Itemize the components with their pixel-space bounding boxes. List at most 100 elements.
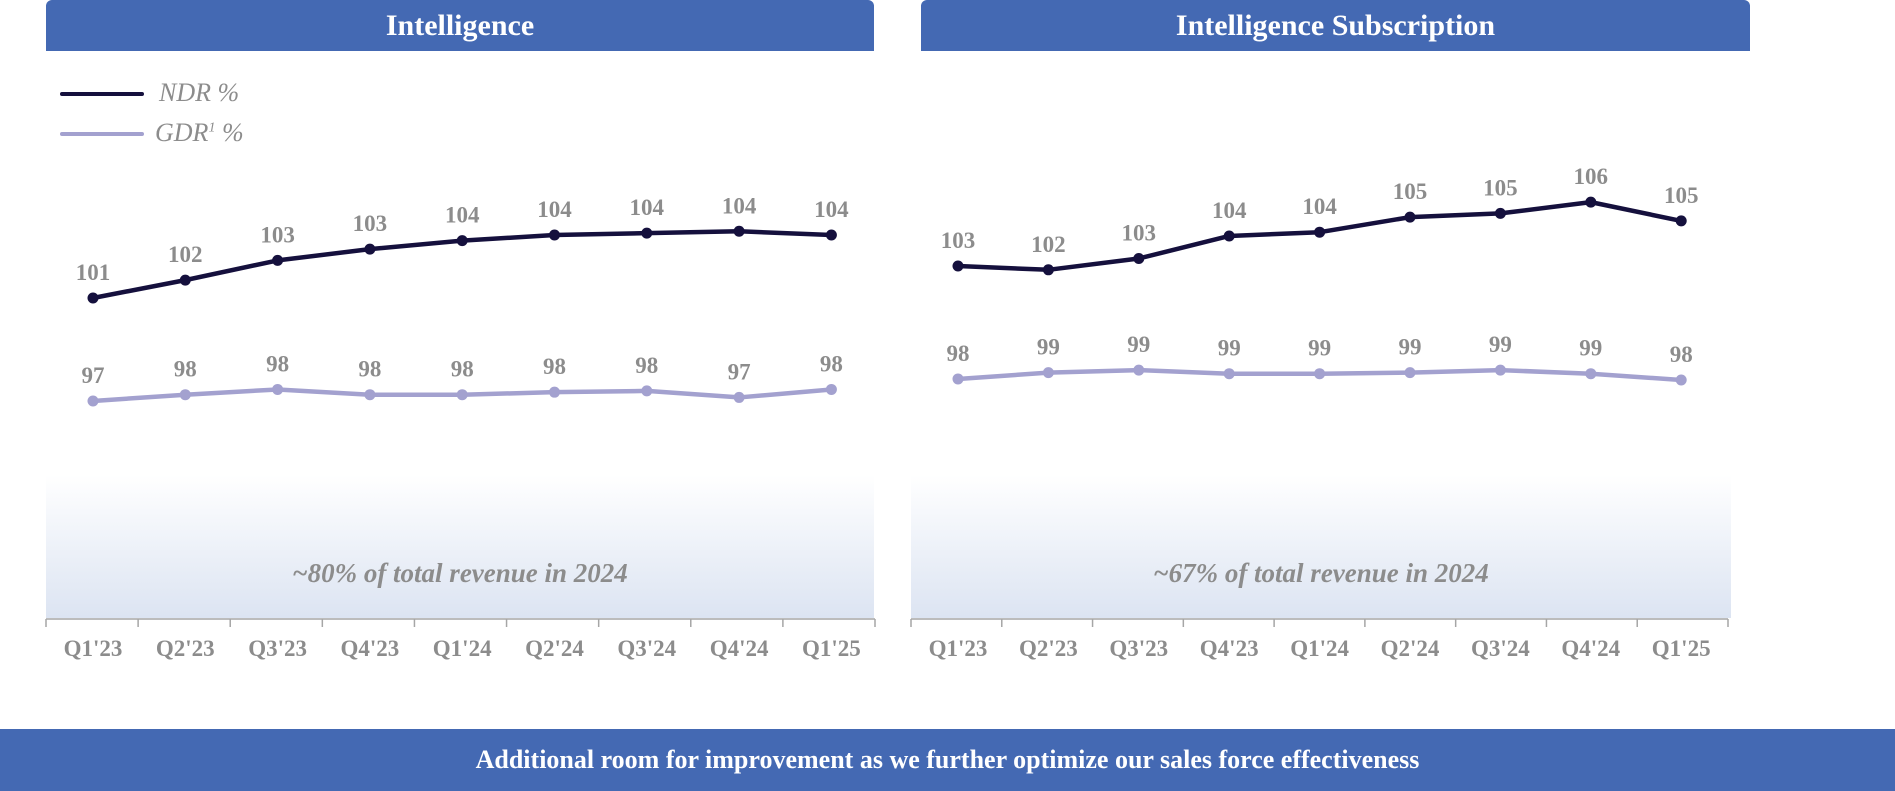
subscription-ndr-point xyxy=(1133,253,1145,265)
intelligence-gdr-data-label: 98 xyxy=(358,357,381,382)
intelligence-gdr-point xyxy=(364,389,376,401)
legend-gdr-text: GDR xyxy=(155,118,209,147)
subscription-ndr-point xyxy=(1585,196,1597,208)
subscription-gdr-point xyxy=(1042,367,1054,379)
intelligence-gdr-point xyxy=(456,389,468,401)
intelligence-ndr-point xyxy=(87,292,99,304)
intelligence-ndr-point xyxy=(272,254,284,266)
intelligence-gdr-data-label: 98 xyxy=(266,351,289,376)
intelligence-gdr-data-label: 98 xyxy=(820,351,843,376)
intelligence-x-tick-label: Q2'24 xyxy=(525,636,584,661)
intelligence-ndr-point xyxy=(456,235,468,247)
subscription-gdr-data-label: 98 xyxy=(1670,342,1693,367)
intelligence-gdr-point xyxy=(549,386,560,398)
intelligence-gdr-point xyxy=(733,391,745,403)
subscription-gdr-point xyxy=(1404,367,1416,379)
intelligence-gdr-point xyxy=(87,395,99,407)
intelligence-x-tick-label: Q1'24 xyxy=(433,636,492,661)
subscription-x-tick-label: Q2'24 xyxy=(1381,636,1440,661)
legend-label-gdr: GDR1 % xyxy=(155,118,244,148)
intelligence-x-tick-label: Q3'23 xyxy=(248,636,307,661)
subscription-ndr-point xyxy=(1404,211,1416,223)
subscription-ndr-data-label: 104 xyxy=(1212,198,1247,223)
subscription-gdr-point xyxy=(1494,364,1506,376)
subscription-ndr-data-label: 106 xyxy=(1574,164,1609,189)
legend-label-ndr: NDR % xyxy=(159,78,240,107)
intelligence-gdr-data-label: 98 xyxy=(543,354,566,379)
subscription-gdr-point xyxy=(1585,368,1597,380)
subscription-gdr-point xyxy=(1223,368,1235,380)
intelligence-ndr-point xyxy=(179,274,191,286)
intelligence-gdr-point xyxy=(825,383,837,395)
subscription-ndr-data-label: 103 xyxy=(941,228,976,253)
intelligence-x-tick-label: Q4'24 xyxy=(710,636,769,661)
subscription-x-tick-label: Q1'25 xyxy=(1652,636,1711,661)
intelligence-gdr-point xyxy=(641,385,653,397)
subscription-gdr-point xyxy=(1675,374,1687,386)
intelligence-x-tick-label: Q1'25 xyxy=(802,636,861,661)
subscription-gdr-data-label: 99 xyxy=(1579,336,1602,361)
subscription-x-tick-label: Q1'24 xyxy=(1290,636,1349,661)
subscription-ndr-point xyxy=(1042,264,1054,276)
intelligence-ndr-data-label: 102 xyxy=(168,242,203,267)
intelligence-ndr-data-label: 104 xyxy=(445,203,480,228)
subscription-revenue-band xyxy=(911,475,1731,618)
intelligence-gdr-data-label: 97 xyxy=(82,363,105,388)
intelligence-x-tick-label: Q2'23 xyxy=(156,636,215,661)
legend-swatch-ndr xyxy=(60,92,144,96)
intelligence-ndr-point xyxy=(733,225,745,237)
subscription-x-tick-label: Q3'24 xyxy=(1471,636,1530,661)
intelligence-ndr-point xyxy=(641,227,653,239)
subscription-gdr-data-label: 99 xyxy=(1489,332,1512,357)
intelligence-gdr-point xyxy=(272,383,284,395)
subscription-ndr-point xyxy=(1314,226,1326,238)
intelligence-x-tick-label: Q1'23 xyxy=(64,636,123,661)
subscription-x-tick-label: Q2'23 xyxy=(1019,636,1078,661)
subscription-ndr-data-label: 104 xyxy=(1302,194,1337,219)
intelligence-gdr-point xyxy=(179,389,191,401)
subscription-x-tick-label: Q4'24 xyxy=(1561,636,1620,661)
intelligence-ndr-data-label: 101 xyxy=(76,260,111,285)
subscription-ndr-point xyxy=(1223,230,1235,242)
subscription-gdr-data-label: 99 xyxy=(1308,336,1331,361)
intelligence-x-tick-label: Q3'24 xyxy=(617,636,676,661)
subscription-x-tick-label: Q3'23 xyxy=(1109,636,1168,661)
intelligence-gdr-data-label: 98 xyxy=(635,353,658,378)
intelligence-panel-header: Intelligence xyxy=(46,0,874,51)
intelligence-gdr-data-label: 97 xyxy=(728,359,751,384)
intelligence-revenue-note: ~80% of total revenue in 2024 xyxy=(292,558,628,588)
legend-gdr-footnote: 1 xyxy=(208,120,216,136)
subscription-ndr-data-label: 105 xyxy=(1483,175,1518,200)
subscription-gdr-data-label: 99 xyxy=(1127,332,1150,357)
intelligence-ndr-data-label: 103 xyxy=(353,211,388,236)
intelligence-gdr-data-label: 98 xyxy=(174,357,197,382)
subscription-x-tick-label: Q4'23 xyxy=(1200,636,1259,661)
intelligence-ndr-data-label: 104 xyxy=(722,193,757,218)
subscription-ndr-point xyxy=(952,260,964,272)
subscription-gdr-data-label: 99 xyxy=(1218,336,1241,361)
subscription-ndr-point xyxy=(1494,207,1506,219)
intelligence-ndr-data-label: 103 xyxy=(260,222,295,247)
intelligence-ndr-data-label: 104 xyxy=(814,197,849,222)
subscription-gdr-point xyxy=(952,373,964,385)
subscription-gdr-data-label: 99 xyxy=(1037,335,1060,360)
intelligence-revenue-band xyxy=(46,475,874,618)
subscription-ndr-data-label: 103 xyxy=(1122,221,1157,246)
intelligence-gdr-data-label: 98 xyxy=(451,357,474,382)
intelligence-ndr-point xyxy=(825,229,837,241)
intelligence-ndr-point xyxy=(549,229,560,241)
subscription-ndr-data-label: 102 xyxy=(1031,232,1066,257)
intelligence-ndr-data-label: 104 xyxy=(537,197,572,222)
subscription-gdr-point xyxy=(1314,368,1326,380)
intelligence-ndr-point xyxy=(364,243,376,255)
legend-swatch-gdr xyxy=(60,132,144,136)
subscription-ndr-point xyxy=(1675,215,1687,227)
subscription-gdr-point xyxy=(1133,364,1145,376)
intelligence-subscription-panel-header: Intelligence Subscription xyxy=(921,0,1750,51)
subscription-gdr-data-label: 98 xyxy=(947,341,970,366)
intelligence-ndr-data-label: 104 xyxy=(630,195,665,220)
intelligence-x-tick-label: Q4'23 xyxy=(341,636,400,661)
line-charts: Q1'23 Q2'23 Q3'23 Q4'23 Q1'24 Q2'24 Q3'24 Q4'24… xyxy=(45,164,1729,661)
subscription-ndr-data-label: 105 xyxy=(1664,183,1699,208)
